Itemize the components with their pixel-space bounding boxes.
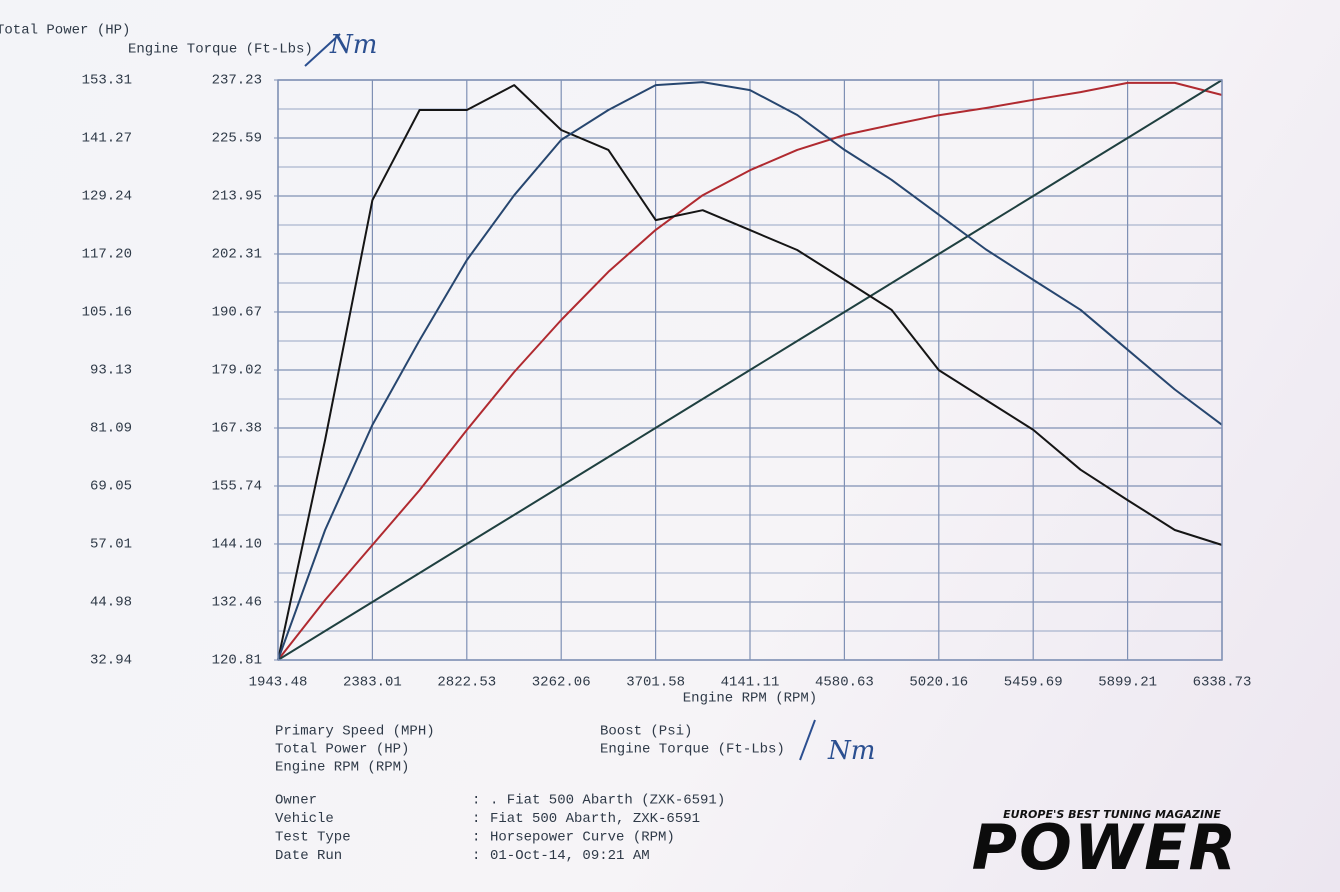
data-line (277, 81, 1223, 661)
y2-tick-label: 179.02 (212, 363, 262, 379)
y2-tick-label: 190.67 (212, 305, 262, 321)
legend-entry: Primary Speed (MPH) (275, 724, 435, 740)
info-sep: : (472, 830, 480, 846)
x-tick-label: 1943.48 (249, 675, 308, 691)
y-tick-label: 117.20 (82, 247, 132, 263)
x-tick-label: 5459.69 (1004, 675, 1063, 691)
y2-tick-label: 155.74 (212, 479, 262, 495)
y-tick-label: 153.31 (82, 73, 132, 89)
x-tick-label: 6338.73 (1193, 675, 1252, 691)
data-line (277, 81, 1223, 661)
x-tick-label: 5899.21 (1098, 675, 1157, 691)
logo-tagline: EUROPE'S BEST TUNING MAGAZINE (1003, 808, 1221, 821)
info-value: . Fiat 500 Abarth (ZXK-6591) (490, 793, 725, 809)
info-value: Fiat 500 Abarth, ZXK-6591 (490, 811, 700, 827)
y-tick-label: 44.98 (90, 595, 132, 611)
handwritten-note: Nm (329, 30, 377, 60)
info-sep: : (472, 793, 480, 809)
y2-tick-label: 213.95 (212, 189, 262, 205)
y-tick-label: 81.09 (90, 421, 132, 437)
x-tick-label: 3262.06 (532, 675, 591, 691)
info-key: Test Type (275, 830, 351, 846)
y2-tick-label: 132.46 (212, 595, 262, 611)
info-key: Owner (275, 793, 317, 809)
logo-name: POWER (972, 811, 1239, 884)
info-value: Horsepower Curve (RPM) (490, 830, 675, 846)
x-tick-label: 2383.01 (343, 675, 402, 691)
y2-tick-label: 144.10 (212, 537, 262, 553)
y2-tick-label: 225.59 (212, 131, 262, 147)
legend-entry: Boost (Psi) (600, 724, 692, 740)
data-line (277, 84, 1223, 661)
data-line (277, 79, 1223, 661)
x-tick-label: 4141.11 (721, 675, 780, 691)
y-tick-label: 129.24 (82, 189, 132, 205)
x-tick-label: 2822.53 (437, 675, 496, 691)
y2-tick-label: 202.31 (212, 247, 262, 263)
y-axis-label: Total Power (HP) (0, 23, 130, 39)
pen-stroke (799, 719, 816, 761)
y-tick-label: 105.16 (82, 305, 132, 321)
y2-tick-label: 237.23 (212, 73, 262, 89)
plot-frame (277, 79, 1223, 661)
x-tick-label: 3701.58 (626, 675, 685, 691)
y-tick-label: 32.94 (90, 653, 132, 669)
legend-entry: Engine Torque (Ft-Lbs) (600, 742, 785, 758)
info-key: Vehicle (275, 811, 334, 827)
logo: EUROPE'S BEST TUNING MAGAZINE POWER (972, 808, 1239, 884)
info-value: 01-Oct-14, 09:21 AM (490, 848, 650, 864)
y-tick-label: 93.13 (90, 363, 132, 379)
legend-entry: Total Power (HP) (275, 742, 409, 758)
x-axis-label: Engine RPM (RPM) (683, 691, 817, 707)
pen-stroke (304, 33, 341, 67)
x-tick-label: 5020.16 (909, 675, 968, 691)
info-sep: : (472, 811, 480, 827)
y-tick-label: 141.27 (82, 131, 132, 147)
y-tick-label: 69.05 (90, 479, 132, 495)
y2-tick-label: 120.81 (212, 653, 262, 669)
handwritten-note: Nm (827, 736, 875, 766)
x-tick-label: 4580.63 (815, 675, 874, 691)
legend-entry: Engine RPM (RPM) (275, 760, 409, 776)
info-sep: : (472, 848, 480, 864)
y2-axis-label: Engine Torque (Ft-Lbs) (128, 42, 313, 58)
info-key: Date Run (275, 848, 342, 864)
y-tick-label: 57.01 (90, 537, 132, 553)
y2-tick-label: 167.38 (212, 421, 262, 437)
